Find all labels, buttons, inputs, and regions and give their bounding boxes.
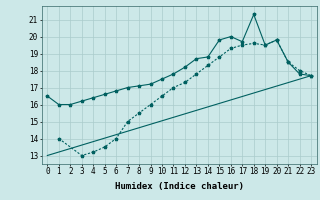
X-axis label: Humidex (Indice chaleur): Humidex (Indice chaleur) — [115, 182, 244, 191]
